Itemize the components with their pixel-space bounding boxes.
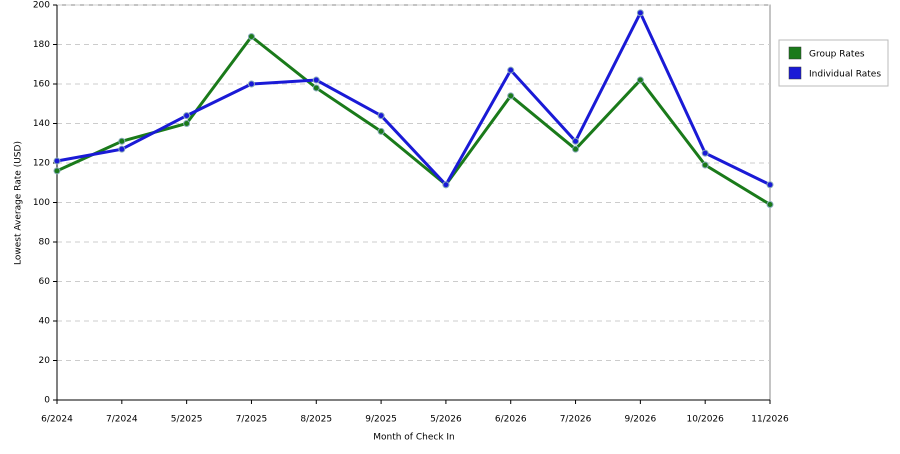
y-tick-label: 20 (39, 356, 51, 366)
data-point (507, 66, 515, 74)
y-tick-label: 120 (33, 159, 50, 169)
data-point (247, 33, 255, 41)
y-tick-label: 100 (33, 198, 50, 208)
x-tick-label: 7/2026 (560, 415, 592, 425)
y-tick-label: 40 (39, 317, 51, 327)
data-point (118, 145, 126, 153)
series-line (56, 9, 771, 188)
x-tick-label: 9/2025 (365, 415, 397, 425)
x-tick-label: 8/2025 (300, 415, 332, 425)
data-point (766, 181, 774, 189)
data-point (507, 92, 515, 100)
y-tick-label: 200 (33, 1, 50, 11)
data-point (701, 161, 709, 169)
data-point (442, 181, 450, 189)
x-tick-label: 6/2024 (41, 415, 73, 425)
data-point (636, 76, 644, 84)
y-tick-label: 60 (39, 277, 51, 287)
x-tick-label: 6/2026 (495, 415, 527, 425)
series-line (56, 34, 771, 206)
data-point (183, 120, 191, 127)
x-tick-label: 10/2026 (686, 415, 724, 425)
x-tick-label: 7/2024 (106, 415, 138, 425)
legend-label: Individual Rates (809, 70, 881, 80)
x-tick-label: 11/2026 (751, 415, 789, 425)
y-axis-label: Lowest Average Rate (USD) (14, 141, 24, 265)
y-tick-label: 80 (39, 238, 51, 248)
data-point (701, 149, 709, 157)
data-point (377, 127, 385, 135)
x-tick-label: 5/2025 (171, 415, 203, 425)
legend-swatch (788, 46, 802, 60)
legend-label: Group Rates (809, 50, 865, 60)
data-point (183, 112, 191, 120)
data-point (766, 200, 774, 208)
x-tick-label: 5/2026 (430, 415, 462, 425)
data-point (312, 76, 320, 84)
y-tick-label: 180 (33, 40, 50, 50)
legend-swatch (788, 66, 802, 80)
x-tick-label: 9/2026 (625, 415, 657, 425)
data-point (377, 112, 385, 120)
y-tick-label: 160 (33, 80, 50, 90)
y-tick-label: 140 (33, 119, 50, 129)
x-axis-label: Month of Check In (373, 433, 455, 443)
x-tick-label: 7/2025 (236, 415, 268, 425)
data-point (247, 80, 255, 88)
data-point (53, 167, 61, 175)
data-point (312, 84, 320, 92)
data-point (53, 157, 61, 165)
data-point (572, 137, 580, 145)
data-point (572, 145, 580, 153)
data-point (118, 137, 126, 145)
y-tick-label: 0 (44, 396, 50, 406)
data-point (636, 9, 644, 17)
